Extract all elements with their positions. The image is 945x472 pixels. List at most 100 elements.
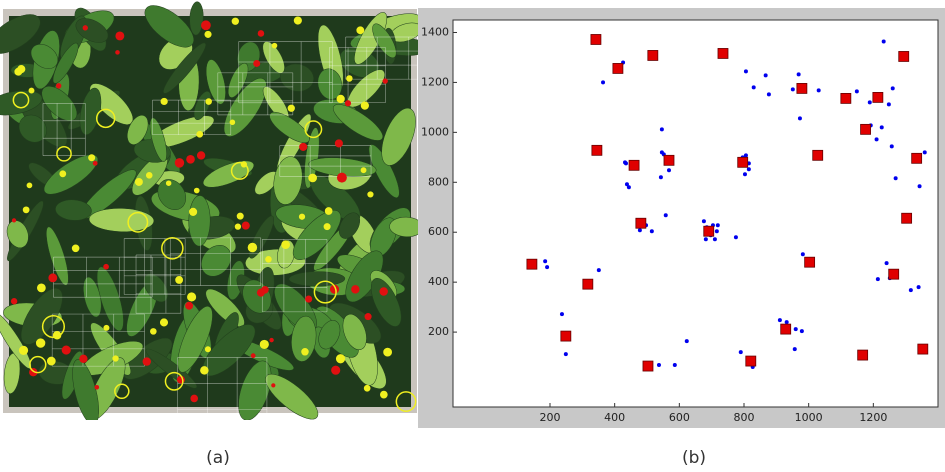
point-square: [857, 349, 869, 361]
leaf: [273, 156, 303, 205]
leaf: [143, 273, 169, 303]
leaf: [262, 41, 285, 74]
point-square: [526, 258, 538, 270]
detection-circle: [323, 223, 331, 231]
point-square: [560, 330, 572, 342]
point-dot: [559, 312, 564, 317]
point-square: [642, 360, 654, 372]
point-square: [717, 48, 729, 59]
point-dot: [637, 228, 642, 233]
detection-circle: [301, 348, 309, 356]
berry: [241, 221, 250, 230]
point-square: [663, 154, 675, 166]
point-dot: [746, 167, 751, 172]
point-dot: [784, 320, 789, 325]
detection-circle: [265, 256, 272, 263]
point-square: [780, 323, 792, 335]
berry: [190, 394, 199, 403]
leaf: [163, 42, 206, 94]
detection-circle: [14, 67, 23, 76]
leaf: [144, 5, 194, 48]
point-dot: [714, 229, 719, 234]
detection-circle: [308, 173, 317, 183]
point-dot: [793, 327, 798, 332]
berry: [257, 30, 265, 37]
point-square: [635, 217, 647, 229]
leaf: [265, 373, 319, 420]
berry: [82, 25, 88, 31]
x-tick-label: 400: [604, 411, 625, 424]
x-tick-label: 600: [669, 411, 690, 424]
point-dot: [545, 265, 550, 270]
detection-circle: [196, 130, 204, 138]
point-dot: [623, 160, 628, 165]
leaf: [372, 23, 397, 59]
point-dot: [743, 69, 748, 74]
leaf: [83, 276, 102, 318]
point-square: [590, 34, 602, 45]
detection-circle: [204, 346, 211, 353]
point-square: [911, 152, 923, 164]
y-tick-label: 1000: [421, 125, 449, 138]
leaf: [157, 179, 187, 210]
detection-circle: [59, 170, 67, 178]
leaf: [72, 359, 99, 420]
detection-circle: [28, 87, 35, 94]
point-dot: [893, 176, 898, 181]
y-tick-label: 1400: [421, 25, 449, 38]
leaf: [317, 68, 343, 100]
berry: [103, 263, 109, 270]
y-tick-label: 800: [428, 175, 449, 188]
berry: [174, 158, 185, 168]
berry: [364, 313, 372, 321]
detection-circle: [304, 120, 323, 139]
point-dot: [800, 252, 805, 257]
y-tick-label: 200: [428, 325, 449, 338]
detection-circle: [205, 98, 212, 105]
detection-circle: [41, 314, 66, 339]
detection-circle: [231, 17, 239, 25]
plot-area: [452, 19, 939, 408]
detection-circle: [346, 75, 353, 82]
berry: [186, 154, 195, 164]
point-dot: [881, 39, 886, 44]
detection-circle: [259, 339, 269, 350]
berry: [336, 172, 347, 183]
point-square: [840, 92, 852, 104]
berry: [269, 337, 274, 343]
leaf: [46, 226, 69, 286]
detection-circle: [164, 371, 184, 391]
point-dot: [879, 125, 884, 130]
point-square: [737, 156, 749, 168]
leaf: [318, 320, 341, 350]
y-tick-label: 1200: [421, 75, 449, 88]
leaf: [41, 85, 78, 122]
detection-circle: [187, 292, 197, 302]
point-square: [647, 50, 659, 61]
leaf: [79, 87, 102, 136]
detection-circle: [363, 384, 371, 392]
point-dot: [626, 185, 631, 190]
detection-circle: [204, 30, 212, 38]
point-square: [872, 92, 884, 103]
detection-circle: [293, 16, 302, 25]
detection-circle: [29, 355, 47, 374]
detection-circle: [18, 345, 29, 355]
leaf-photo: [0, 1, 420, 420]
point-dot: [797, 116, 802, 121]
leaf: [88, 208, 155, 232]
leaf: [127, 114, 149, 145]
leaf: [202, 160, 255, 188]
berry: [185, 301, 194, 310]
berry: [92, 160, 98, 166]
berry: [48, 273, 58, 283]
panel-label: (b): [681, 448, 707, 468]
point-square: [901, 212, 913, 224]
point-dot: [792, 347, 797, 352]
point-square: [745, 355, 757, 367]
point-dot: [733, 235, 738, 240]
photo-content: [0, 1, 420, 420]
berry: [329, 284, 340, 294]
berry: [115, 31, 125, 41]
leaf: [238, 360, 272, 420]
